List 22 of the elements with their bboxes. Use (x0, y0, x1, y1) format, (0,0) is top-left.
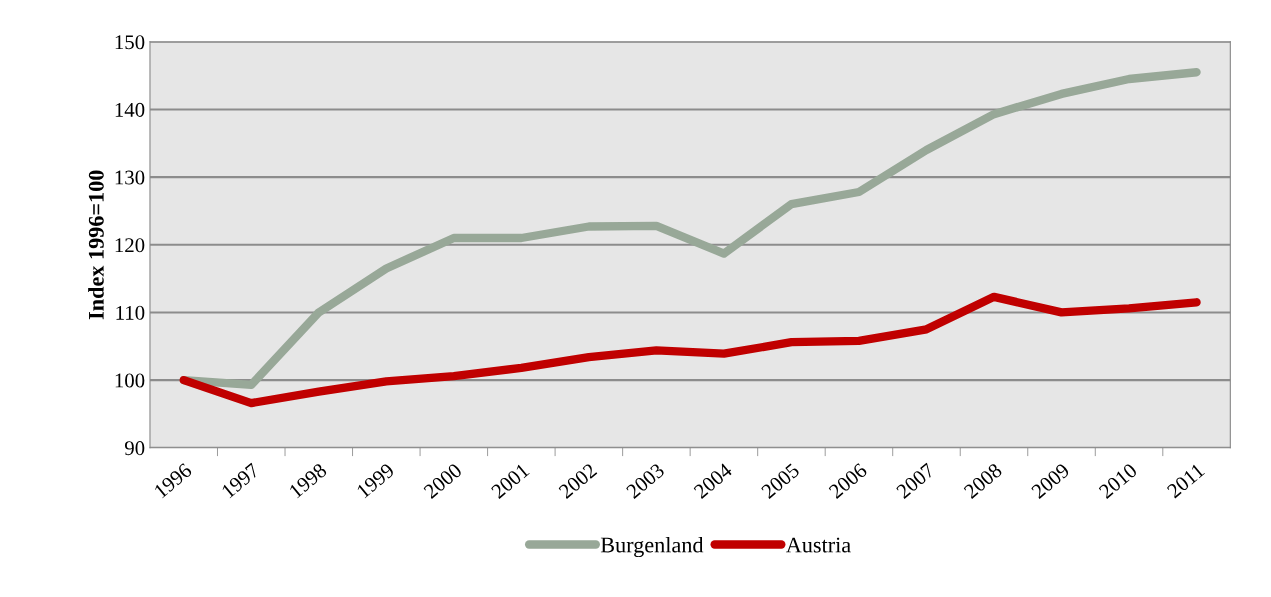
x-tick-label: 2000 (423, 462, 463, 500)
x-tick-label: 1996 (153, 462, 193, 499)
y-axis-title: Index 1996=100 (88, 170, 104, 320)
y-tick-label: 120 (115, 238, 145, 253)
legend-label: Austria (785, 537, 851, 553)
y-tick-label: 140 (115, 102, 145, 117)
x-tick-label: 2010 (1098, 462, 1138, 500)
y-tick-label: 110 (116, 305, 145, 320)
legend-label: Burgenland (600, 536, 704, 558)
y-tick-label: 90 (124, 441, 145, 456)
y-tick-label: 150 (115, 35, 145, 50)
x-tick-label: 2003 (625, 462, 666, 500)
x-tick-label: 2011 (1166, 462, 1206, 499)
y-tick-label: 130 (115, 170, 145, 185)
x-tick-label: 2009 (1030, 462, 1071, 500)
x-tick-label: 1998 (288, 462, 328, 499)
x-tick-label: 1999 (356, 462, 396, 499)
x-tick-label: 1997 (221, 462, 261, 499)
y-tick-label: 100 (115, 373, 145, 388)
x-tick-label: 2002 (558, 462, 598, 500)
x-tick-label: 2001 (490, 462, 530, 500)
x-tick-label: 2008 (963, 462, 1003, 500)
